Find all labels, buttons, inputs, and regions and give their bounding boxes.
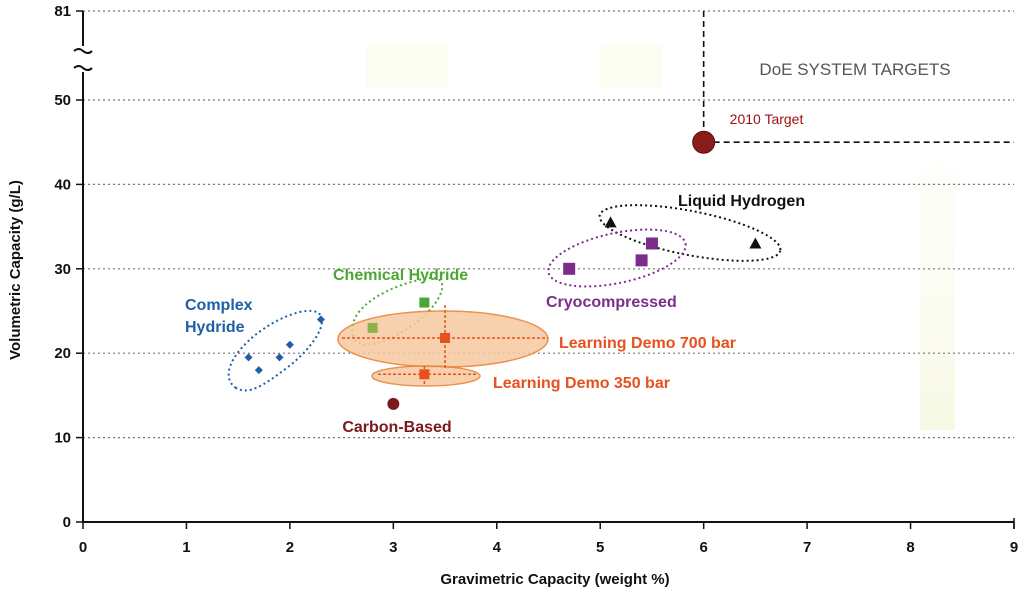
liquid-hydrogen-region [598, 204, 782, 262]
liquid-hydrogen-point-1 [749, 237, 762, 249]
x-axis-label: Gravimetric Capacity (weight %) [440, 571, 669, 588]
x-tick-label-2: 2 [286, 539, 294, 556]
cryocompressed-point-1 [635, 254, 648, 267]
x-tick-label-6: 6 [699, 539, 707, 556]
x-tick-label-7: 7 [803, 539, 811, 556]
chemical-hydride-region [351, 276, 444, 346]
liquid-hydrogen-point-0 [604, 216, 617, 228]
complex-hydride-region [227, 309, 323, 392]
complex-hydride-point-3 [285, 340, 294, 349]
y-tick-label-81: 81 [54, 3, 71, 20]
learning-demo-700-bar-label: Learning Demo 700 bar [559, 335, 736, 352]
complex-hydride-label-line-0: Complex [185, 297, 253, 314]
y-tick-label-20: 20 [54, 345, 71, 362]
y-tick-label-50: 50 [54, 92, 71, 109]
x-tick-label-8: 8 [906, 539, 914, 556]
background-decoration [366, 45, 977, 430]
axis-break-lower [73, 65, 93, 71]
learning-demo-350-bar-label: Learning Demo 350 bar [493, 375, 670, 392]
targets-box-label: DoE SYSTEM TARGETS [759, 60, 950, 79]
x-tick-label-5: 5 [596, 539, 604, 556]
cryocompressed-point-0 [563, 262, 576, 275]
data-points [244, 216, 762, 410]
learning-demo-350-bar-point-0 [419, 369, 430, 380]
gridlines [83, 10, 1014, 439]
chemical-hydride-point-1 [419, 297, 430, 308]
complex-hydride-point-1 [254, 366, 263, 375]
complex-hydride-label-line-1: Hydride [185, 319, 245, 336]
x-tick-label-0: 0 [79, 539, 87, 556]
x-tick-label-1: 1 [182, 539, 190, 556]
learning-demo-700-bar-point-0 [440, 333, 451, 344]
complex-hydride-point-0 [244, 353, 253, 362]
complex-hydride-point-4 [316, 315, 325, 324]
carbon-based-label: Carbon-Based [342, 419, 451, 436]
x-tick-label-4: 4 [493, 539, 502, 556]
x-tick-label-3: 3 [389, 539, 397, 556]
group-regions [227, 204, 782, 392]
x-tick-label-9: 9 [1010, 539, 1018, 556]
y-tick-label-10: 10 [54, 430, 71, 447]
y-axis-label: Volumetric Capacity (g/L) [7, 180, 24, 360]
cryocompressed-label: Cryocompressed [546, 294, 677, 311]
chemical-hydride-label: Chemical Hydride [333, 267, 468, 284]
chemical-hydride-point-0 [367, 322, 378, 333]
cryocompressed-region [547, 228, 687, 288]
axis-break-upper [73, 48, 93, 54]
carbon-based-point-0 [387, 397, 400, 410]
y-tick-label-30: 30 [54, 261, 71, 278]
y-tick-label-40: 40 [54, 176, 71, 193]
liquid-hydrogen-label: Liquid Hydrogen [678, 193, 805, 210]
y-tick-label-0: 0 [63, 514, 71, 531]
cryocompressed-point-2 [645, 237, 658, 250]
targets-region: DoE SYSTEM TARGETS 2010 Target [692, 11, 1014, 154]
target-2010-label: 2010 Target [730, 111, 804, 127]
axes: 0 10 20 30 40 50 81 0 1 2 3 4 5 6 7 8 9 [54, 3, 1018, 556]
group-labels: Complex Hydride Chemical Hydride Learning D… [185, 193, 805, 436]
target-2010-point [692, 130, 716, 154]
complex-hydride-point-2 [275, 353, 284, 362]
